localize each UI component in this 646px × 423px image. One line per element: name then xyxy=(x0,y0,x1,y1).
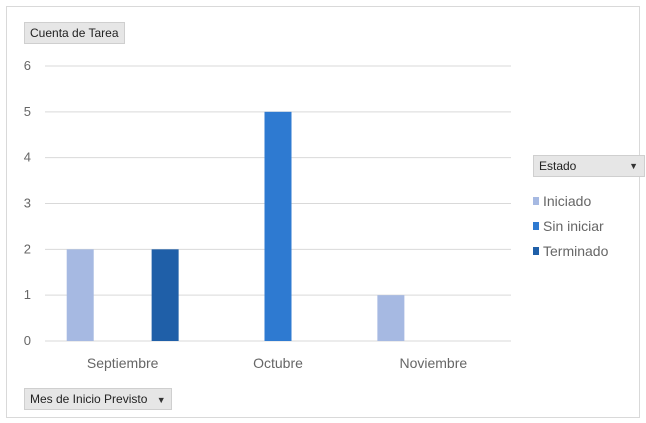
legend-swatch xyxy=(533,197,539,205)
bars xyxy=(66,111,405,341)
y-tick-label: 6 xyxy=(24,58,31,73)
x-axis-ticks: Septiembre Octubre Noviembre xyxy=(87,355,468,371)
y-tick-label: 0 xyxy=(24,333,31,348)
chevron-down-icon: ▼ xyxy=(156,395,166,405)
legend-label: Sin iniciar xyxy=(543,218,604,234)
x-tick-label: Septiembre xyxy=(87,355,159,371)
bar[interactable] xyxy=(264,111,292,341)
legend-swatch xyxy=(533,222,539,230)
axis-field-button[interactable]: Mes de Inicio Previsto ▼ xyxy=(24,388,172,410)
legend-field-button[interactable]: Estado ▼ xyxy=(533,155,645,177)
legend-swatch xyxy=(533,247,539,255)
chart-area xyxy=(6,6,640,418)
legend-item: Iniciado xyxy=(533,191,643,211)
y-tick-label: 4 xyxy=(24,150,31,165)
y-tick-label: 3 xyxy=(24,196,31,211)
legend-item: Sin iniciar xyxy=(533,216,643,236)
y-tick-label: 5 xyxy=(24,104,31,119)
legend-field-label: Estado xyxy=(539,159,577,173)
y-axis-ticks: 0 1 2 3 4 5 6 xyxy=(24,58,31,348)
legend-items: Iniciado Sin iniciar Terminado xyxy=(533,191,643,261)
y-tick-label: 1 xyxy=(24,287,31,302)
legend-item: Terminado xyxy=(533,241,643,261)
legend-label: Terminado xyxy=(543,243,609,259)
chevron-down-icon: ▼ xyxy=(629,161,638,171)
x-tick-label: Noviembre xyxy=(399,355,467,371)
x-tick-label: Octubre xyxy=(253,355,303,371)
bar[interactable] xyxy=(66,249,94,341)
value-field-label: Cuenta de Tarea xyxy=(30,26,119,40)
bar[interactable] xyxy=(377,295,405,341)
legend-label: Iniciado xyxy=(543,193,592,209)
axis-field-label: Mes de Inicio Previsto xyxy=(30,392,148,406)
legend: Estado ▼ Iniciado Sin iniciar Terminado xyxy=(533,155,645,261)
y-tick-label: 2 xyxy=(24,241,31,256)
value-field-button[interactable]: Cuenta de Tarea xyxy=(24,22,125,44)
bar[interactable] xyxy=(151,249,179,341)
